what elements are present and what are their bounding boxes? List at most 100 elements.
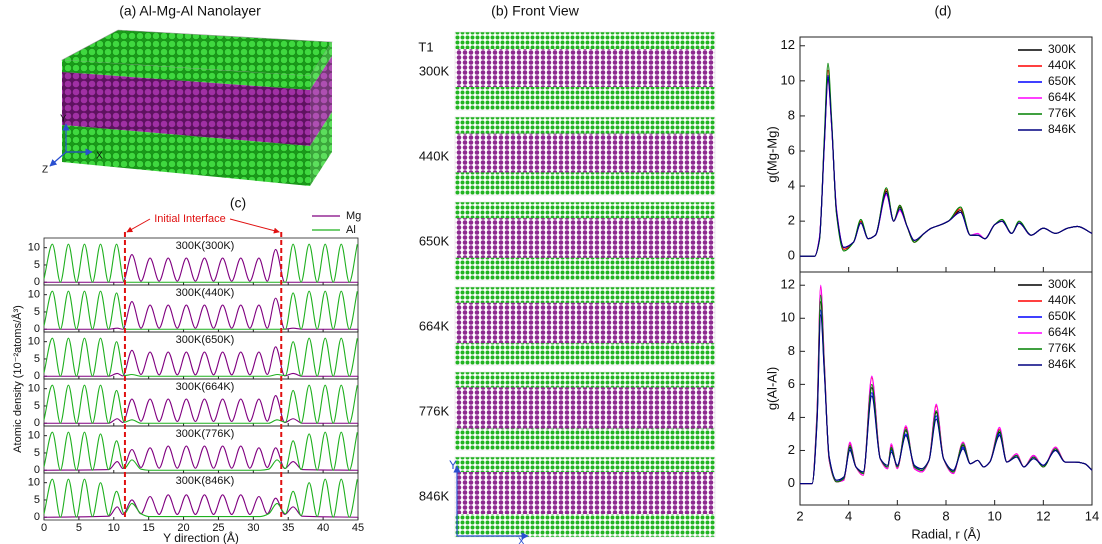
y-tick-label: 6 [788, 376, 795, 391]
x-tick-label: 10 [987, 508, 1001, 523]
y-tick-label: 12 [781, 37, 795, 52]
side-mg [310, 56, 332, 146]
y-tick-label: 10 [28, 430, 40, 442]
side-al-bottom [310, 112, 332, 186]
density-line [44, 297, 358, 330]
x-tick-label: 10 [108, 522, 120, 534]
front-view-axes: Y X [449, 458, 529, 544]
y-tick-label: 0 [788, 248, 795, 263]
row-label: T1 [418, 39, 433, 54]
density-line [44, 346, 358, 377]
density-line [43, 243, 358, 283]
rdf-line [800, 78, 1093, 257]
x-tick-label: 4 [845, 508, 852, 523]
rdf-line [800, 76, 1093, 257]
y-tick-label: 12 [781, 277, 795, 292]
legend-label: 846K [1048, 357, 1076, 371]
y-tick-label: 10 [781, 72, 795, 87]
y-tick-label: 5 [34, 494, 40, 506]
mg-band [455, 218, 715, 258]
panel-b-title: (b) Front View [491, 3, 580, 19]
axis-label: Y [60, 114, 67, 125]
y-tick-label: 5 [34, 353, 40, 365]
side-al-top [310, 42, 332, 90]
x-tick-label: 35 [282, 522, 294, 534]
subplot-frame [43, 472, 359, 521]
axis-label: X [518, 537, 525, 544]
subplot-label: 300K(664K) [176, 381, 235, 393]
y-tick-label: 0 [34, 464, 40, 476]
y-tick-label: 6 [788, 142, 795, 157]
density-line [43, 478, 358, 518]
image-edge [454, 201, 716, 281]
chart-title: (c) [230, 195, 246, 211]
chart-title: (d) [934, 3, 951, 19]
subplot-label: 300K(650K) [176, 334, 235, 346]
axis-label: X [96, 151, 103, 162]
mg-band [455, 387, 715, 429]
axis-label: Z [42, 165, 48, 176]
rdf-line [800, 314, 1093, 485]
y-axis-label: Atomic density (10⁻²atoms/Å³) [11, 305, 24, 453]
y-tick-label: 5 [34, 447, 40, 459]
x-tick-label: 40 [317, 522, 329, 534]
axis-triad: Y Z X [42, 114, 103, 176]
image-edge [454, 116, 716, 196]
y-tick-label: 0 [34, 323, 40, 335]
density-line [43, 384, 358, 424]
legend-label: 440K [1048, 58, 1076, 72]
x-tick-label: 0 [41, 522, 47, 534]
legend-label: Al [346, 224, 356, 236]
image-edge [454, 286, 716, 366]
plot-frame [799, 36, 1093, 273]
front-al-top [62, 60, 310, 90]
density-line [43, 445, 359, 471]
mg-band [455, 472, 715, 514]
legend-label: Mg [346, 210, 361, 222]
y-tick-label: 0 [34, 417, 40, 429]
x-tick-label: 30 [247, 522, 259, 534]
image-edge [454, 31, 716, 111]
x-tick-label: 2 [796, 508, 803, 523]
y-tick-label: 5 [34, 400, 40, 412]
image-edge [454, 371, 716, 451]
x-tick-label: 12 [1036, 508, 1050, 523]
temperature-label: 846K [419, 488, 450, 503]
y-tick-label: 4 [788, 178, 795, 193]
x-axis-label: Y direction (Å) [163, 530, 239, 544]
y-tick-label: 2 [788, 442, 795, 457]
y-tick-label: 5 [34, 306, 40, 318]
y-tick-label: 0 [788, 475, 795, 490]
rdf-line [800, 294, 1093, 485]
temperature-label: 650K [419, 233, 450, 248]
mg-band [455, 133, 715, 173]
subplot-label: 300K(440K) [176, 287, 235, 299]
density-line [43, 290, 358, 330]
y-tick-label: 0 [34, 370, 40, 382]
x-tick-label: 25 [212, 522, 224, 534]
mg-band [455, 302, 715, 344]
density-line [43, 494, 359, 518]
image-edge [454, 456, 716, 538]
legend-label: 776K [1048, 106, 1076, 120]
x-tick-label: 6 [894, 508, 901, 523]
panel-a-title: (a) Al-Mg-Al Nanolayer [119, 3, 261, 19]
subplot-label: 300K(776K) [176, 428, 235, 440]
temperature-label: 776K [419, 403, 450, 418]
y-tick-label: 0 [34, 276, 40, 288]
annotation: Initial Interface [154, 213, 226, 225]
legend-label: 650K [1048, 309, 1076, 323]
density-line [43, 248, 358, 283]
annotation-arrow [126, 218, 151, 233]
y-tick-label: 10 [28, 336, 40, 348]
front-view-images [454, 31, 716, 538]
y-tick-label: 0 [34, 511, 40, 523]
x-tick-label: 14 [1085, 508, 1099, 523]
y-tick-label: 10 [28, 383, 40, 395]
density-line [43, 337, 358, 377]
legend-label: 846K [1048, 122, 1076, 136]
subplot-label: 300K(300K) [176, 240, 235, 252]
legend-label: 664K [1048, 90, 1076, 104]
axis-arrow [49, 151, 67, 167]
y-tick-label: 10 [781, 310, 795, 325]
